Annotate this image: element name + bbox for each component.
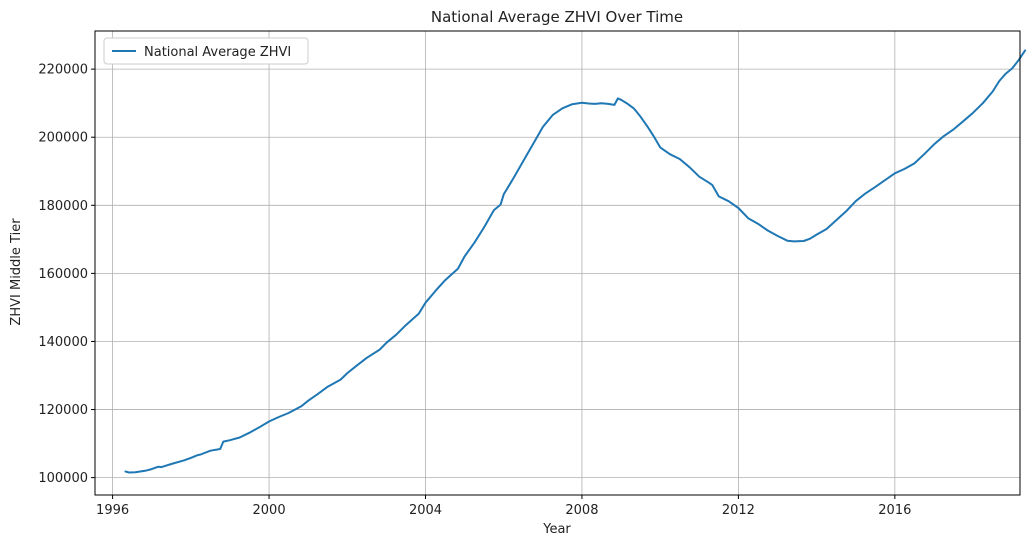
x-tick-label: 2004 <box>409 503 442 518</box>
y-tick-label: 120000 <box>38 403 88 418</box>
series-layer <box>124 49 1027 474</box>
y-tick-label: 200000 <box>38 131 88 146</box>
y-axis-ticks: 100000 120000 140000 160000 180000 200000 2200… <box>38 63 95 486</box>
x-tick-label: 2008 <box>565 503 598 518</box>
x-tick-label: 2016 <box>878 503 911 518</box>
legend-box <box>103 37 309 65</box>
grid-lines <box>95 31 1020 495</box>
y-tick-label: 140000 <box>38 335 88 350</box>
y-tick-label: 180000 <box>38 199 88 214</box>
x-tick-label: 2012 <box>722 503 755 518</box>
y-tick-label: 160000 <box>38 267 88 282</box>
series-line <box>124 49 1027 474</box>
x-axis-label: Year <box>542 522 571 537</box>
y-tick-label: 100000 <box>38 471 88 486</box>
y-axis-label: ZHVI Middle Tier <box>9 218 24 326</box>
y-tick-label: 220000 <box>38 63 88 78</box>
plot-frame <box>94 30 1021 496</box>
chart-title: National Average ZHVI Over Time <box>431 8 683 26</box>
legend: National Average ZHVI <box>103 37 309 65</box>
x-tick-label: 1996 <box>96 503 129 518</box>
legend-label: National Average ZHVI <box>144 45 291 60</box>
x-tick-label: 2000 <box>253 503 286 518</box>
x-axis-ticks: 1996 2000 2004 2008 2012 2016 <box>96 495 911 518</box>
